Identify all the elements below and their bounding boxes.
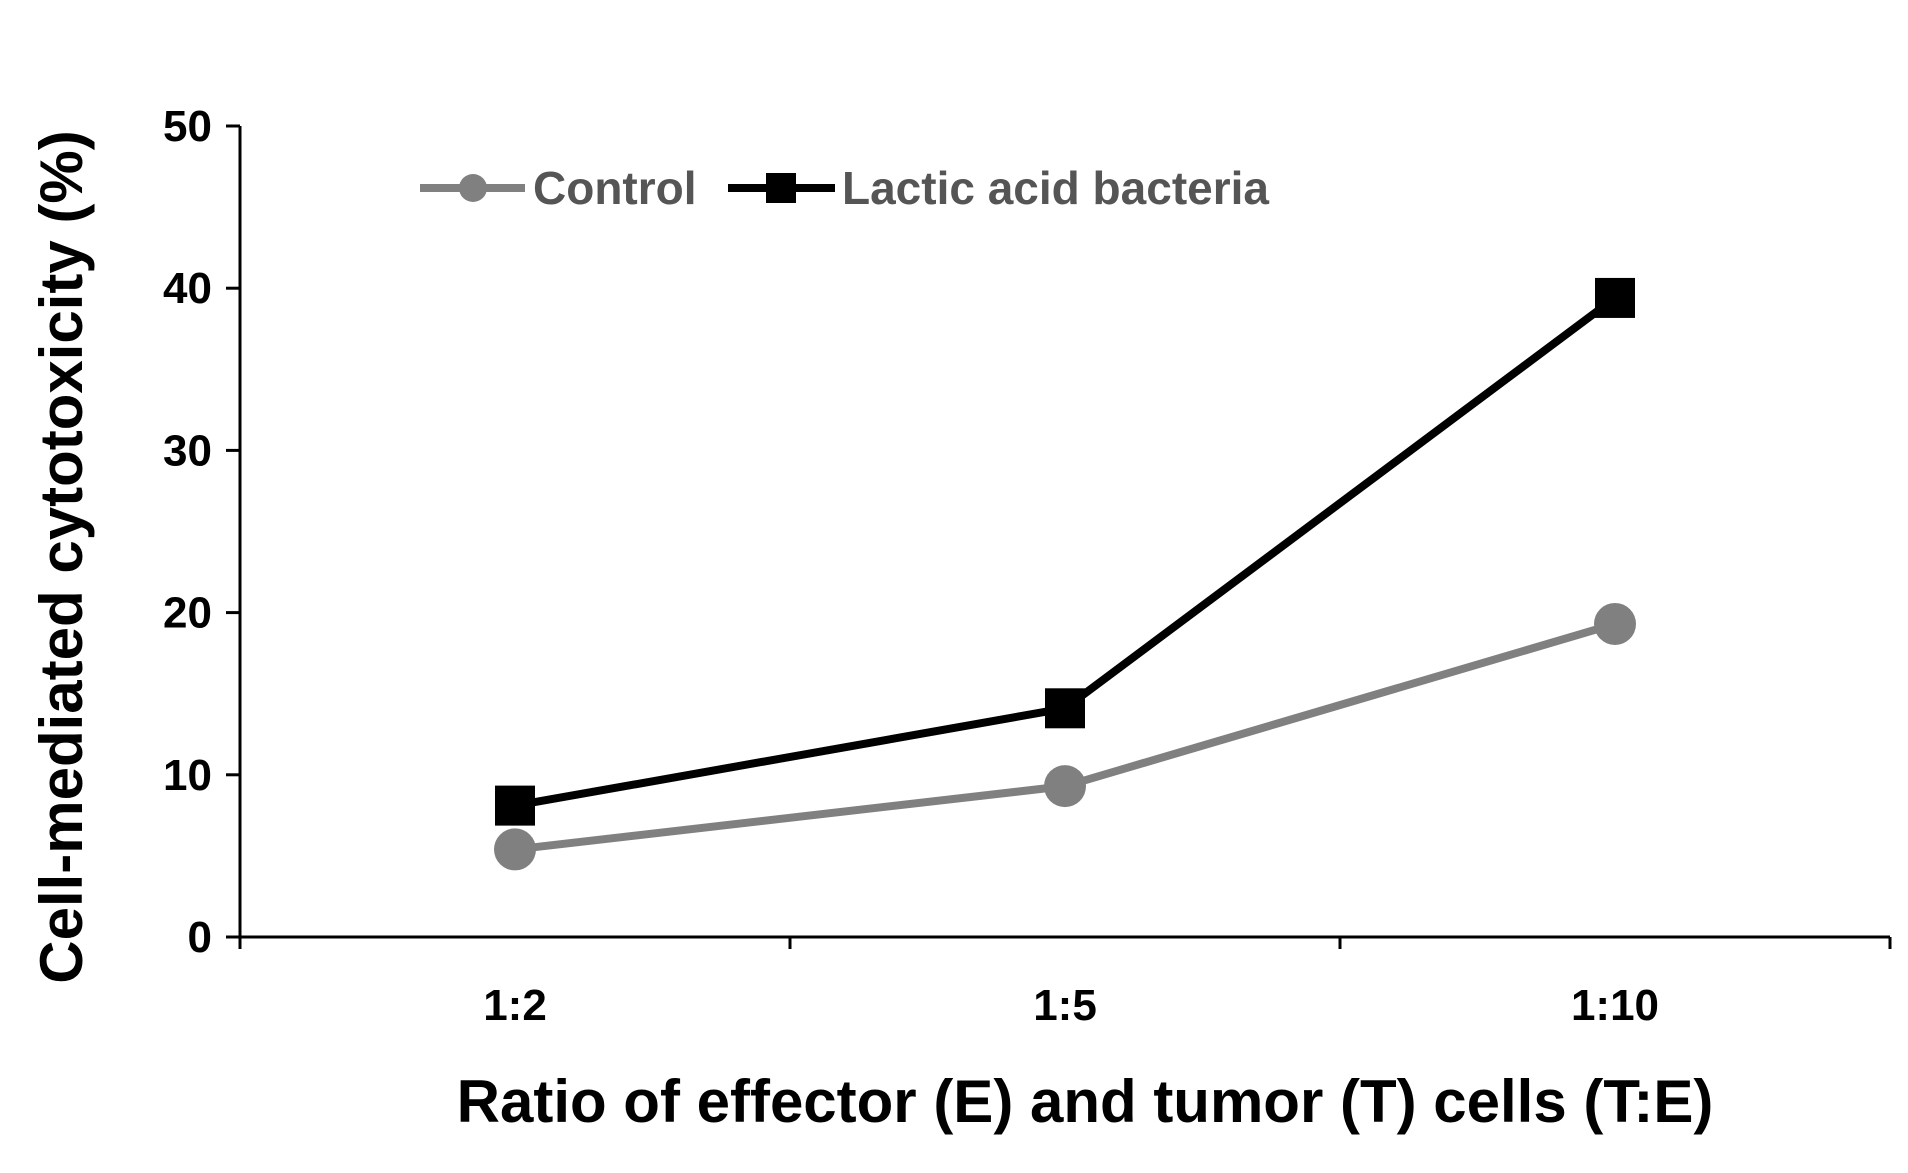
legend-marker-square bbox=[766, 173, 796, 203]
data-point-control bbox=[1044, 765, 1086, 808]
x-tick-label: 1:2 bbox=[483, 981, 547, 1030]
y-tick-label: 20 bbox=[163, 589, 212, 638]
data-point-lactic-acid-bacteria bbox=[495, 785, 535, 826]
data-point-lactic-acid-bacteria bbox=[1045, 688, 1085, 729]
legend-item-control: Control bbox=[420, 162, 697, 214]
y-tick-label: 40 bbox=[163, 264, 212, 313]
y-tick-label: 30 bbox=[163, 426, 212, 475]
x-axis-title: Ratio of effector (E) and tumor (T) cell… bbox=[457, 1068, 1714, 1135]
series-control bbox=[494, 602, 1636, 871]
legend-item-lactic-acid-bacteria: Lactic acid bacteria bbox=[728, 162, 1269, 214]
y-tick-label: 50 bbox=[163, 102, 212, 151]
y-tick-label: 10 bbox=[163, 751, 212, 800]
data-point-control bbox=[1594, 602, 1636, 645]
x-tick-label: 1:10 bbox=[1571, 981, 1659, 1030]
series-lactic-acid-bacteria bbox=[495, 277, 1635, 826]
y-tick-label: 0 bbox=[188, 913, 212, 962]
chart-legend: Control Lactic acid bacteria bbox=[420, 162, 1269, 214]
chart-series bbox=[494, 277, 1636, 871]
data-point-lactic-acid-bacteria bbox=[1595, 277, 1635, 318]
legend-label: Lactic acid bacteria bbox=[842, 162, 1269, 214]
x-tick-label: 1:5 bbox=[1033, 981, 1097, 1030]
y-axis-title: Cell-mediated cytotoxicity (%) bbox=[28, 130, 95, 984]
chart-axes: 0 10 20 30 40 50 1:2 1:5 1:10 bbox=[163, 102, 1892, 1030]
legend-marker-circle bbox=[459, 174, 487, 202]
legend-label: Control bbox=[533, 162, 697, 214]
series-line-control bbox=[514, 620, 1617, 854]
data-point-control bbox=[494, 828, 536, 871]
series-line-lactic-acid-bacteria bbox=[514, 294, 1618, 810]
